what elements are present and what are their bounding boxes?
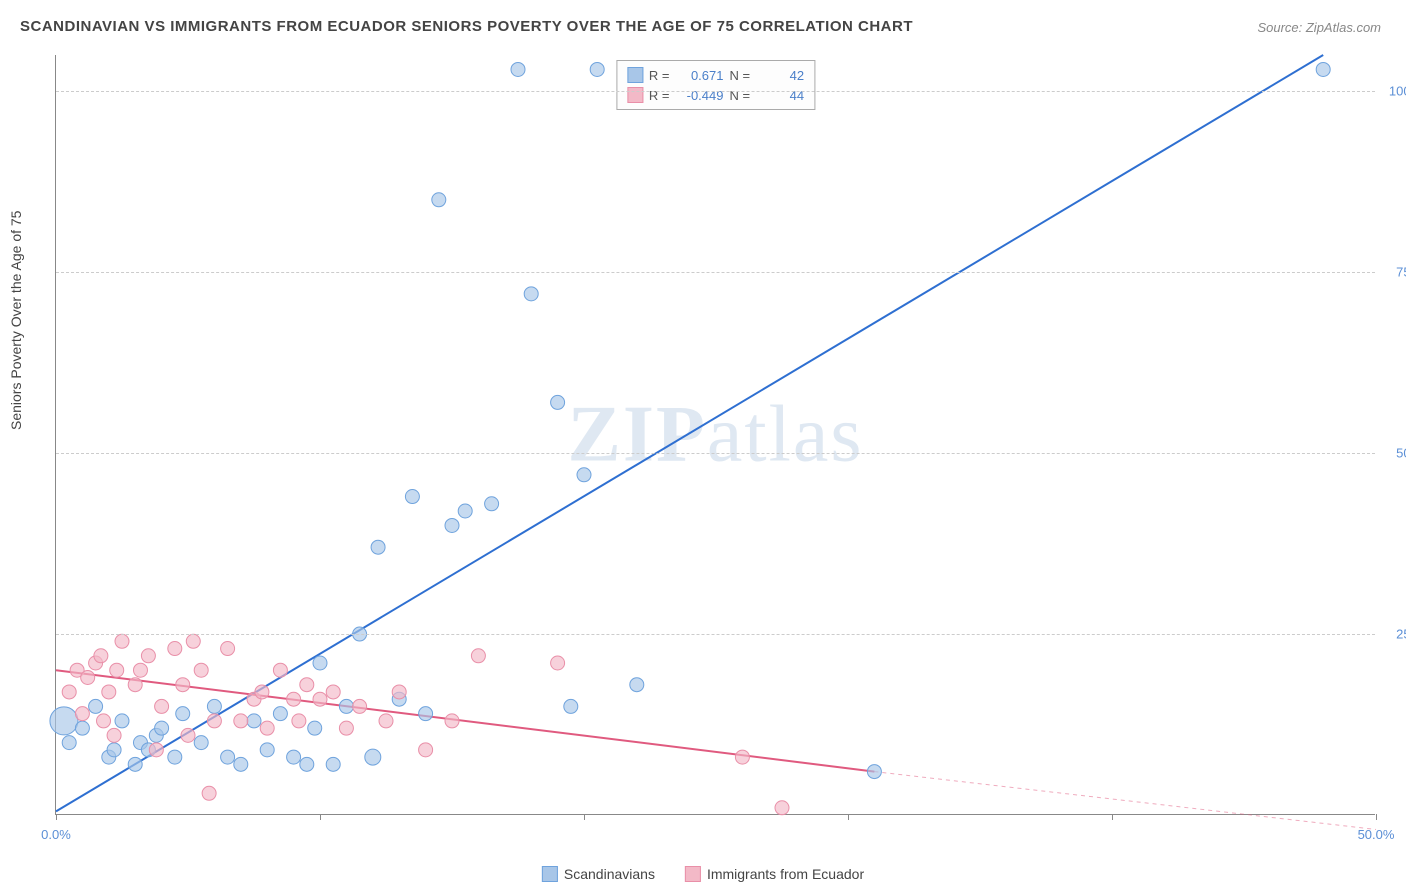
plot-svg — [56, 55, 1375, 814]
n-label: N = — [730, 88, 751, 103]
chart-title: SCANDINAVIAN VS IMMIGRANTS FROM ECUADOR … — [20, 18, 913, 35]
stat-row-series2: R = -0.449 N = 44 — [627, 85, 804, 105]
grid-line — [56, 453, 1375, 454]
grid-line — [56, 272, 1375, 273]
r-value-series2: -0.449 — [676, 88, 724, 103]
r-label: R = — [649, 68, 670, 83]
source-attribution: Source: ZipAtlas.com — [1257, 20, 1381, 35]
swatch-series2 — [627, 87, 643, 103]
n-label: N = — [730, 68, 751, 83]
x-tick — [1376, 814, 1377, 820]
x-tick — [1112, 814, 1113, 820]
x-tick-label: 0.0% — [41, 827, 71, 842]
correlation-stat-box: R = 0.671 N = 42 R = -0.449 N = 44 — [616, 60, 815, 110]
legend-label-series1: Scandinavians — [564, 866, 655, 882]
y-tick-label: 100.0% — [1389, 84, 1406, 99]
y-axis-label: Seniors Poverty Over the Age of 75 — [8, 211, 24, 430]
grid-line — [56, 634, 1375, 635]
x-tick — [56, 814, 57, 820]
x-tick — [320, 814, 321, 820]
x-tick — [848, 814, 849, 820]
chart-plot-area: ZIPatlas R = 0.671 N = 42 R = -0.449 N =… — [55, 55, 1375, 815]
legend-item-series1: Scandinavians — [542, 866, 655, 882]
y-tick-label: 50.0% — [1396, 446, 1406, 461]
legend: Scandinavians Immigrants from Ecuador — [542, 866, 864, 882]
r-value-series1: 0.671 — [676, 68, 724, 83]
swatch-series1 — [627, 67, 643, 83]
y-tick-label: 75.0% — [1396, 265, 1406, 280]
y-tick-label: 25.0% — [1396, 627, 1406, 642]
legend-swatch-series1 — [542, 866, 558, 882]
n-value-series1: 42 — [756, 68, 804, 83]
n-value-series2: 44 — [756, 88, 804, 103]
x-tick — [584, 814, 585, 820]
stat-row-series1: R = 0.671 N = 42 — [627, 65, 804, 85]
grid-line — [56, 91, 1375, 92]
legend-label-series2: Immigrants from Ecuador — [707, 866, 864, 882]
legend-item-series2: Immigrants from Ecuador — [685, 866, 864, 882]
legend-swatch-series2 — [685, 866, 701, 882]
x-tick-label: 50.0% — [1358, 827, 1395, 842]
r-label: R = — [649, 88, 670, 103]
